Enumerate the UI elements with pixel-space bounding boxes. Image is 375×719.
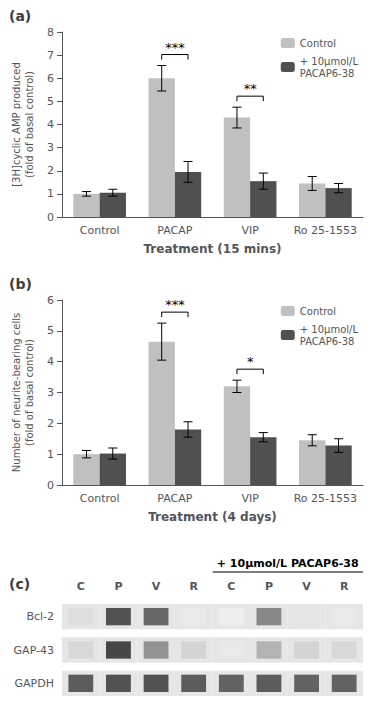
svg-text:C: C [77, 580, 85, 593]
svg-text:Ro 25-1553: Ro 25-1553 [294, 224, 357, 237]
svg-text:*: * [247, 354, 254, 369]
svg-text:P: P [265, 580, 273, 593]
svg-text:PACAP6-38: PACAP6-38 [300, 68, 355, 79]
svg-text:4: 4 [47, 118, 54, 131]
svg-text:[3H]cyclic AMP produced: [3H]cyclic AMP produced [11, 62, 22, 187]
svg-text:Control: Control [300, 306, 336, 317]
svg-text:0: 0 [47, 479, 54, 492]
svg-text:Control: Control [300, 38, 336, 49]
svg-text:5: 5 [47, 324, 54, 337]
svg-text:+ 10μmol/L: + 10μmol/L [300, 324, 359, 335]
svg-text:VIP: VIP [241, 492, 259, 505]
svg-text:Treatment (15 mins): Treatment (15 mins) [143, 242, 281, 256]
svg-text:R: R [189, 580, 198, 593]
svg-text:8: 8 [47, 26, 54, 39]
svg-text:7: 7 [47, 49, 54, 62]
svg-text:1: 1 [47, 187, 54, 200]
svg-text:Ro 25-1553: Ro 25-1553 [294, 492, 357, 505]
svg-text:PACAP: PACAP [157, 224, 192, 237]
svg-text:C: C [227, 580, 235, 593]
svg-text:+ 10μmol/L: + 10μmol/L [300, 56, 359, 67]
svg-text:PACAP6-38: PACAP6-38 [300, 336, 355, 347]
svg-text:(fold of basal control): (fold of basal control) [24, 71, 35, 178]
svg-text:VIP: VIP [241, 224, 259, 237]
svg-text:(b): (b) [9, 276, 32, 292]
svg-text:6: 6 [47, 72, 54, 85]
svg-text:V: V [302, 580, 311, 593]
svg-text:2: 2 [47, 417, 54, 430]
svg-text:P: P [114, 580, 122, 593]
svg-text:Control: Control [80, 224, 120, 237]
svg-text:(c): (c) [9, 576, 30, 592]
svg-text:Number of neurite-bearing cell: Number of neurite-bearing cells [11, 313, 22, 472]
svg-text:***: *** [165, 297, 185, 312]
svg-text:Control: Control [80, 492, 120, 505]
svg-text:Bcl-2: Bcl-2 [26, 610, 54, 623]
svg-text:V: V [152, 580, 161, 593]
svg-text:GAPDH: GAPDH [15, 677, 54, 690]
svg-text:***: *** [165, 40, 185, 55]
svg-text:+ 10μmol/L PACAP6-38: + 10μmol/L PACAP6-38 [217, 557, 359, 570]
svg-text:2: 2 [47, 164, 54, 177]
svg-text:PACAP: PACAP [157, 492, 192, 505]
svg-text:R: R [340, 580, 349, 593]
svg-text:1: 1 [47, 448, 54, 461]
svg-text:4: 4 [47, 355, 54, 368]
svg-text:(a): (a) [9, 8, 31, 24]
svg-text:GAP-43: GAP-43 [14, 644, 54, 657]
svg-text:6: 6 [47, 294, 54, 307]
svg-text:Treatment (4 days): Treatment (4 days) [148, 510, 277, 524]
svg-text:(fold of basal control): (fold of basal control) [24, 339, 35, 446]
svg-text:**: ** [244, 81, 258, 96]
svg-text:5: 5 [47, 95, 54, 108]
svg-text:3: 3 [47, 386, 54, 399]
svg-text:0: 0 [47, 211, 54, 224]
svg-text:3: 3 [47, 141, 54, 154]
